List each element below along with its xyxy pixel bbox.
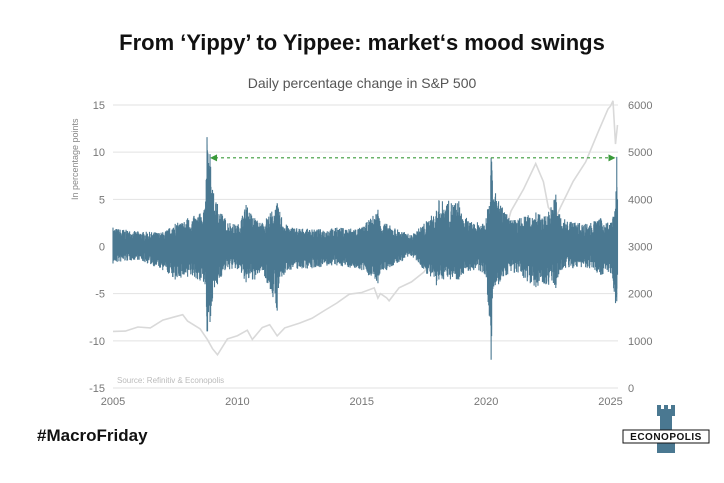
daily-change-layer — [112, 137, 619, 360]
castle-tower-icon — [657, 405, 675, 453]
x-tick-label: 2015 — [350, 396, 374, 408]
y-tick-label: 5 — [99, 194, 105, 206]
annotation-arrowhead-left — [210, 154, 218, 162]
y-axis-label: In percentage points — [70, 118, 80, 200]
slide-title: From ‘Yippy’ to Yippee: market‘s mood sw… — [119, 30, 605, 55]
annotation-arrowhead-right — [608, 154, 616, 162]
y-tick-label: -5 — [95, 289, 105, 301]
brand-name: ECONOPOLIS — [630, 432, 702, 443]
chart-title: Daily percentage change in S&P 500 — [247, 75, 477, 91]
annotation-layer — [210, 154, 616, 162]
y-tick-label: -10 — [89, 336, 105, 348]
y-tick-label: 15 — [93, 100, 105, 112]
hashtag: #MacroFriday — [37, 426, 148, 445]
daily-change-series — [112, 137, 619, 360]
y2-tick-label: 5000 — [628, 147, 652, 159]
source-note: Source: Refinitiv & Econopolis — [117, 376, 224, 385]
index-level-line — [112, 100, 619, 357]
x-tick-label: 2005 — [101, 396, 125, 408]
y-tick-label: 10 — [93, 147, 105, 159]
y2-tick-label: 2000 — [628, 289, 652, 301]
y2-tick-label: 3000 — [628, 242, 652, 254]
y-tick-label: 0 — [99, 242, 105, 254]
y-tick-label: -15 — [89, 383, 105, 395]
brand-logo: ECONOPOLIS — [622, 405, 710, 453]
x-tick-label: 2010 — [225, 396, 249, 408]
y2-tick-label: 1000 — [628, 336, 652, 348]
x-tick-label: 2025 — [598, 396, 622, 408]
tick-labels: 151050-5-10-1560005000400030002000100002… — [89, 100, 652, 408]
y2-tick-label: 4000 — [628, 194, 652, 206]
x-tick-label: 2020 — [474, 396, 498, 408]
index-layer — [112, 100, 619, 357]
y2-tick-label: 6000 — [628, 100, 652, 112]
y2-tick-label: 0 — [628, 383, 634, 395]
